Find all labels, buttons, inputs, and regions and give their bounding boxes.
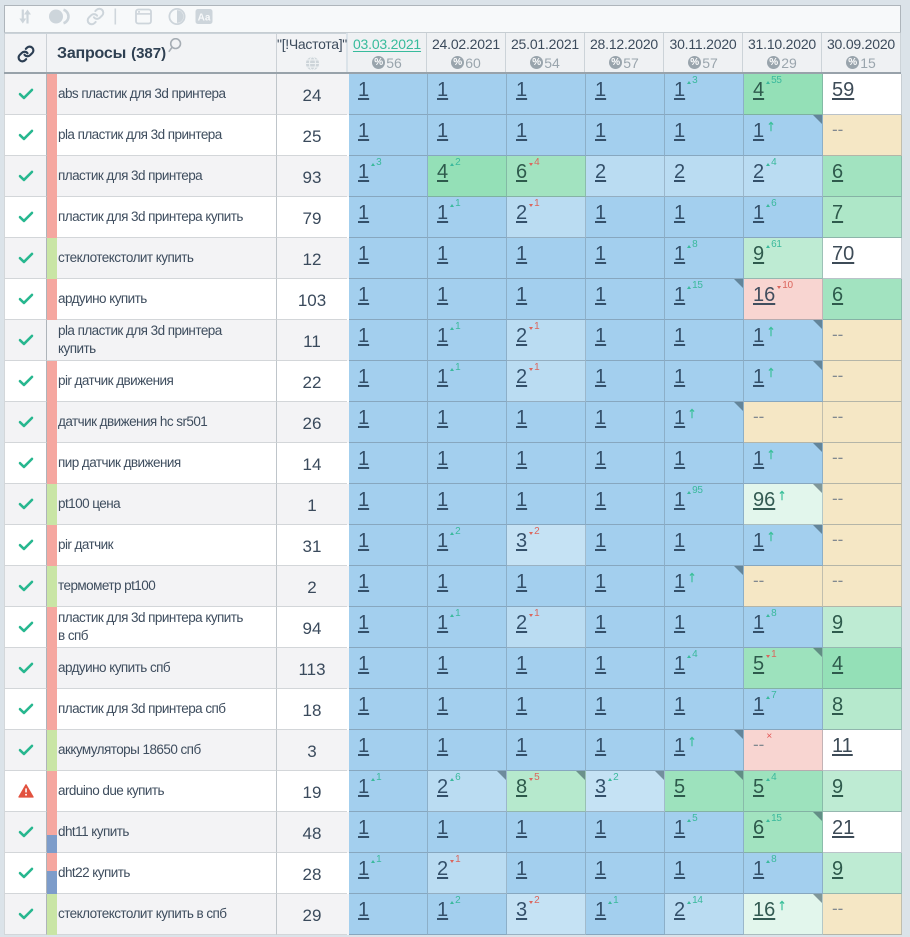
svg-text:Aa: Aa <box>198 12 211 23</box>
